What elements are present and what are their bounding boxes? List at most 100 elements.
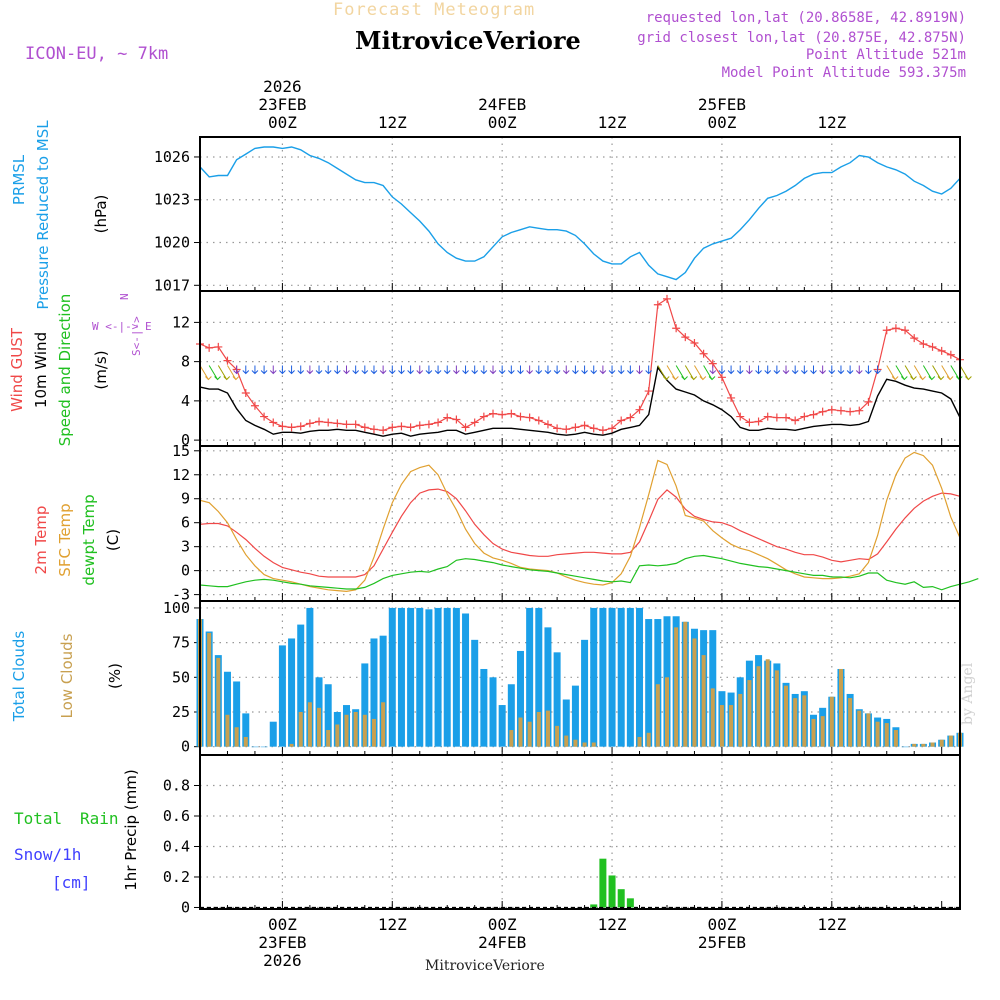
wind-direction-arrow <box>895 365 908 381</box>
low-cloud-bar <box>637 736 642 747</box>
y-tick-label: 9 <box>181 490 190 508</box>
low-cloud-bar <box>820 716 825 747</box>
gust-marker <box>296 422 305 431</box>
total-cloud-bar <box>223 671 231 747</box>
gust-marker <box>278 422 287 431</box>
gust-marker <box>397 422 406 431</box>
gust-marker <box>333 419 342 428</box>
wind-direction-arrow <box>727 365 735 375</box>
gust-marker <box>443 413 452 422</box>
wind-direction-arrow <box>242 365 250 375</box>
rain-bar <box>599 858 607 908</box>
wind-direction-arrow <box>886 365 899 381</box>
gust-marker <box>681 333 690 342</box>
gust-marker <box>205 343 214 352</box>
wind-direction-arrow <box>746 365 753 375</box>
gust-marker <box>452 415 461 424</box>
top-time-label: 12Z <box>598 113 627 132</box>
low-cloud-bar <box>774 670 779 747</box>
y-tick-label: 3 <box>181 538 190 556</box>
chart-title: MitroviceVeriore <box>355 26 581 55</box>
total-cloud-bar <box>306 607 314 747</box>
gust-marker <box>287 423 296 432</box>
total-cloud-bar <box>901 746 909 748</box>
gust-marker <box>653 300 662 309</box>
gust-marker <box>223 356 232 365</box>
total-cloud-bar <box>581 639 589 747</box>
gust-marker <box>507 409 516 418</box>
total-cloud-bar <box>471 639 479 747</box>
wind-direction-arrow <box>684 365 698 381</box>
gust-marker <box>580 421 589 430</box>
low-cloud-bar <box>738 693 743 747</box>
gust-marker <box>946 350 955 359</box>
prmsl-unit-label: (hPa) <box>92 195 110 234</box>
total-cloud-bar <box>480 668 488 747</box>
model-point-altitude: Model Point Altitude 593.375m <box>721 65 966 81</box>
gust-marker <box>608 424 617 433</box>
total-cloud-bar <box>562 699 570 747</box>
wind-direction-arrow <box>208 365 221 381</box>
rain-bar <box>626 898 634 908</box>
gust-marker <box>571 423 580 432</box>
y-tick-label: 1020 <box>154 234 190 252</box>
panel-frame <box>199 754 961 910</box>
gust-marker <box>305 419 314 428</box>
wind-unit-label: (m/s) <box>92 350 110 389</box>
wind-speed-direction-label: Speed and Direction <box>56 294 74 447</box>
wind-direction-arrow <box>434 365 442 375</box>
wind-direction-arrow <box>855 365 863 375</box>
low-cloud-bar <box>655 684 660 747</box>
low-cloud-bar <box>527 721 532 747</box>
wind-direction-arrow <box>507 365 515 375</box>
y-tick-label: 0 <box>181 898 190 916</box>
gust-marker <box>489 409 498 418</box>
total-cloud-bar <box>269 721 277 747</box>
bottom-time-label: 12Z <box>598 915 627 934</box>
wind-direction-arrow <box>837 365 845 375</box>
total-cloud-bar <box>407 607 415 747</box>
low-cloud-bar <box>683 621 688 747</box>
bottom-time-label: 23FEB <box>258 933 306 952</box>
low-cloud-bar <box>893 730 898 747</box>
low-cloud-bar <box>509 730 514 747</box>
low-cloud-bar <box>518 717 523 747</box>
low-cloud-bar <box>912 743 917 747</box>
wind-direction-arrow <box>645 365 653 375</box>
temp-sfc-label: SFC Temp <box>56 503 74 576</box>
wind-direction-arrow <box>425 365 433 375</box>
total-cloud-bar <box>288 638 296 747</box>
rain-bar <box>617 889 625 908</box>
y-tick-label: 75 <box>172 634 190 652</box>
wind-direction-arrow <box>636 365 643 375</box>
temp-unit-label: (C) <box>104 529 122 551</box>
gust-marker <box>388 423 397 432</box>
gust-marker <box>928 342 937 351</box>
low-cloud-bar <box>564 735 569 747</box>
low-cloud-bar <box>674 627 679 747</box>
bottom-time-label: 00Z <box>268 915 297 934</box>
total-cloud-bar <box>370 638 378 747</box>
low-cloud-bar <box>545 710 550 747</box>
wind-direction-arrow <box>846 365 854 375</box>
total-cloud-bar <box>242 713 250 747</box>
wind-direction-arrow <box>581 365 588 375</box>
y-tick-label: 4 <box>181 392 190 410</box>
low-cloud-bar <box>793 698 798 747</box>
wind-direction-arrow <box>627 365 634 375</box>
wind-direction-arrow <box>480 365 488 375</box>
low-cloud-bar <box>838 668 843 747</box>
wind-direction-arrow <box>227 365 240 381</box>
bottom-time-label: 12Z <box>378 915 407 934</box>
bottom-time-label: 00Z <box>488 915 517 934</box>
wind-direction-arrow <box>764 365 772 375</box>
low-cloud-bar <box>335 724 340 747</box>
temp-dewpt-label: dewpt Temp <box>80 494 98 585</box>
wind-direction-arrow <box>791 365 799 375</box>
low-cloud-bar <box>289 743 294 747</box>
legend-snow-label: Snow/1h <box>14 845 81 864</box>
gust-marker <box>415 421 424 430</box>
gust-marker <box>672 324 681 333</box>
total-cloud-bar <box>251 746 259 748</box>
total-cloud-bar <box>278 645 286 747</box>
